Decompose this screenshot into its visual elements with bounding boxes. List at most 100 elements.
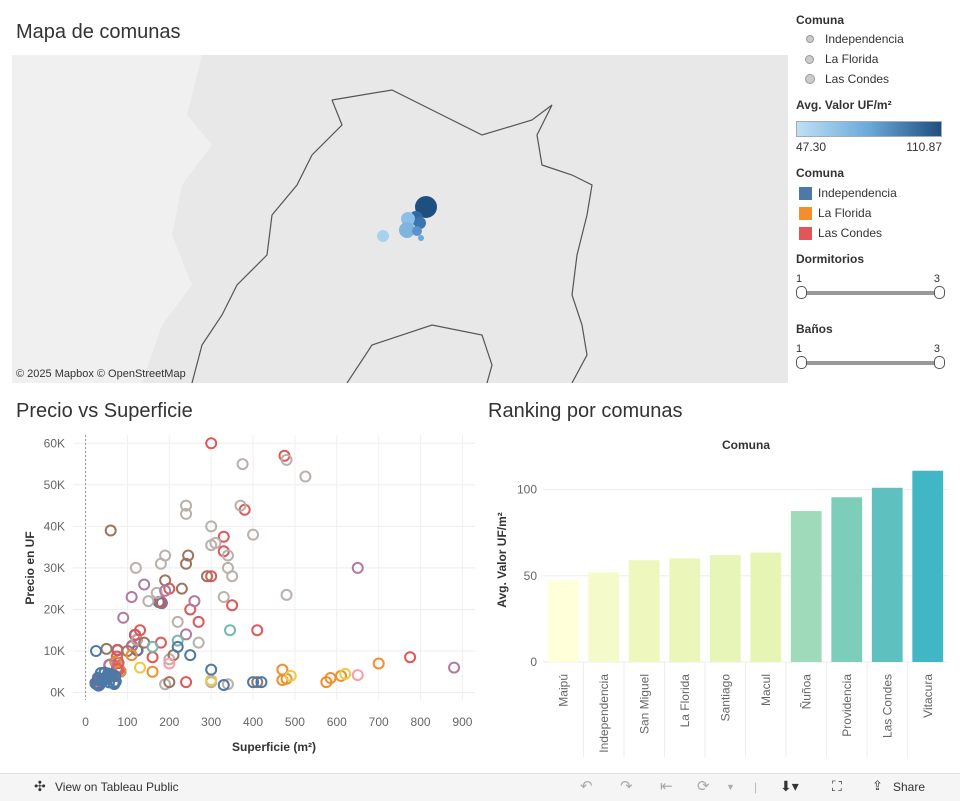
bar-independencia [588,572,620,662]
banos-slider[interactable] [796,356,945,369]
scatter-point [180,676,193,689]
share-button[interactable]: Share [893,780,926,794]
map-ocean [12,55,212,383]
scatter-point [404,651,417,664]
legend-label: La Florida [818,206,872,220]
scatter-point [150,586,163,599]
scatter-point [201,570,213,583]
scatter-point [234,499,247,512]
color-swatch [799,226,812,240]
scatter-point [159,574,172,587]
scatter-point [224,624,237,637]
scatter-point [221,549,234,562]
slider-max: 3 [933,343,940,355]
scatter-point [247,528,260,541]
bar-ñuñoa [790,511,822,662]
slider-min-handle[interactable] [796,286,807,299]
scatter-point [236,458,249,471]
scatter-point [110,650,123,663]
map-point-la-florida[interactable] [418,235,424,241]
slider-max-handle[interactable] [934,356,945,369]
avg-color-legend: Avg. Valor UF/m² 47.30 110.87 [796,98,942,154]
scatter-point [182,549,195,562]
view-on-tableau-link[interactable]: View on Tableau Public [55,780,179,794]
redo-icon[interactable]: ↷ [620,778,633,795]
scatter-point [221,561,234,574]
slider-max-handle[interactable] [934,286,945,299]
scatter-point [247,676,260,689]
legend-item[interactable]: Las Condes [796,223,897,243]
scatter-point [192,615,205,628]
scatter-point-independencia [109,669,122,682]
y-tick-label: 60K [44,436,65,450]
legend-label: La Florida [825,52,879,66]
scatter-point [188,595,201,608]
scatter-point [184,649,197,662]
scatter-point-independencia [102,667,115,680]
category-label: Vitacura [921,674,935,718]
size-dot-icon [806,35,814,43]
share-icon[interactable]: ⇪ [872,778,883,793]
legend-item[interactable]: La Florida [796,49,904,69]
comuna-map[interactable]: © 2025 Mapbox © OpenStreetMap [12,55,788,383]
scatter-point [192,636,205,649]
legend-title: Avg. Valor UF/m² [796,98,892,112]
dormitorios-slider[interactable] [796,286,945,299]
scatter-point [134,624,146,637]
scatter-point [163,676,176,689]
scatter-point [175,582,188,595]
legend-item[interactable]: Las Condes [796,69,904,89]
bar-san-miguel [628,560,660,662]
scatter-chart[interactable]: 0K 10K 20K 30K 40K 50K 60K 0 100 200 300 400 500 600 7… [0,430,480,770]
map-point[interactable] [412,226,422,236]
y-tick-label: 10K [44,644,65,658]
region-border-south [346,324,493,383]
refresh-icon[interactable]: ⟳ [697,778,710,795]
scatter-point [111,643,124,656]
bar-macul [750,552,782,662]
legend-item[interactable]: Independencia [796,183,897,203]
map-credit[interactable]: © 2025 Mapbox © OpenStreetMap [16,368,186,380]
bottom-toolbar: ✣ View on Tableau Public ↶ ↷ ⇤ ⟳ ▼ | ⬇▾ … [0,773,960,801]
color-swatch [799,206,812,220]
map-point-las-condes[interactable] [415,196,437,218]
chevron-down-icon[interactable]: ▼ [726,782,735,792]
legend-title: Comuna [796,13,844,27]
slider-min-handle[interactable] [796,356,807,369]
map-point[interactable] [399,222,415,238]
map-point-independencia[interactable] [377,230,389,242]
undo-icon[interactable]: ↶ [580,778,593,795]
scatter-point [180,507,193,520]
scatter-point-independencia [91,671,104,684]
scatter-point [134,661,146,674]
map-canvas[interactable] [12,55,788,383]
scatter-point [146,665,159,678]
scatter-point [159,584,172,597]
scatter-point [372,657,385,670]
fullscreen-icon[interactable]: ⛶ [832,778,842,794]
ranking-chart[interactable]: Comuna 0 50 100 Avg. Valor UF/m² Maipú Indepen… [480,430,960,770]
legend-label: Independencia [818,186,897,200]
y-tick-label: 0K [50,686,65,700]
x-tick-label: 900 [452,715,472,729]
category-label: Las Condes [880,674,894,738]
scatter-point [217,679,230,692]
slider-min: 1 [796,343,803,355]
scatter-point [100,642,113,655]
legend-item[interactable]: Independencia [796,29,904,49]
size-dot-icon [805,54,814,64]
scatter-point [226,599,239,612]
scatter-point [251,676,264,689]
x-tick-label: 200 [159,715,179,729]
region-border-west [191,99,343,383]
gradient-min: 47.30 [796,140,827,154]
bar-vitacura [912,470,944,662]
scatter-point [129,561,142,574]
size-dot-icon [805,74,815,84]
scatter-point [180,499,193,512]
revert-icon[interactable]: ⇤ [660,778,673,795]
download-icon[interactable]: ⬇▾ [780,778,799,794]
x-tick-label: 0 [82,715,89,729]
legend-item[interactable]: La Florida [796,203,897,223]
map-points[interactable] [377,196,437,242]
